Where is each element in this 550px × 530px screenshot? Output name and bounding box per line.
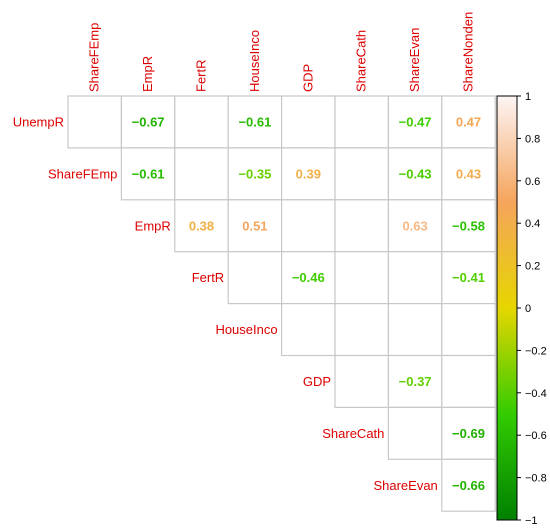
col-label-ShareCath: ShareCath bbox=[354, 30, 369, 92]
axis-labels: UnempR ShareFEmp EmpR FertR HouseInco GDP Shar… bbox=[13, 12, 476, 493]
cell-values: −0.67 −0.61 −0.47 0.47 −0.61 −0.35 0.39 −0.43 0.… bbox=[132, 114, 485, 492]
cell-r1-c6 bbox=[387, 147, 443, 201]
cell-r5-c7 bbox=[441, 354, 496, 409]
row-label-ShareCath: ShareCath bbox=[322, 426, 384, 441]
colorbar-tick-label: −1 bbox=[525, 515, 538, 527]
cell-r5-c6 bbox=[387, 354, 443, 409]
colorbar-tick-label: −0.4 bbox=[525, 388, 547, 400]
colorbar-tick-label: −0.6 bbox=[525, 430, 547, 442]
cell-r1-c5 bbox=[334, 147, 390, 201]
colorbar: 1 0.8 0.6 0.4 0.2 0 −0.2 −0.4 −0.6 −0.8 −1 bbox=[496, 91, 547, 527]
colorbar-tick-label: 0 bbox=[525, 303, 531, 315]
cell-value-r2-c7: −0.58 bbox=[452, 218, 485, 233]
row-label-ShareFEmp: ShareFEmp bbox=[48, 166, 117, 181]
cell-r3-c5 bbox=[334, 251, 390, 305]
cell-r2-c4 bbox=[281, 199, 336, 253]
row-label-HouseInco: HouseInco bbox=[215, 322, 277, 337]
cell-value-r2-c6: 0.63 bbox=[402, 218, 427, 233]
cell-value-r0-c3: −0.61 bbox=[238, 114, 271, 129]
cell-r0-c1 bbox=[120, 95, 176, 149]
cell-value-r0-c1: −0.67 bbox=[132, 114, 165, 129]
colorbar-tick-label: −0.2 bbox=[525, 345, 547, 357]
colorbar-tick-label: 0.4 bbox=[525, 218, 540, 230]
cell-value-r6-c7: −0.69 bbox=[452, 426, 485, 441]
col-label-ShareFEmp: ShareFEmp bbox=[87, 23, 102, 92]
cell-value-r1-c4: 0.39 bbox=[296, 166, 321, 181]
colorbar-tick-label: 0.6 bbox=[525, 176, 540, 188]
row-label-FertR: FertR bbox=[192, 270, 225, 285]
cell-value-r1-c3: −0.35 bbox=[238, 166, 271, 181]
col-label-GDP: GDP bbox=[300, 64, 315, 92]
colorbar-tick-label: 1 bbox=[525, 91, 531, 103]
cell-r2-c6 bbox=[387, 199, 443, 253]
row-label-GDP: GDP bbox=[303, 374, 331, 389]
cell-value-r1-c6: −0.43 bbox=[399, 166, 432, 181]
cell-value-r5-c6: −0.37 bbox=[399, 374, 432, 389]
row-label-UnempR: UnempR bbox=[13, 114, 64, 129]
cell-r0-c3 bbox=[227, 95, 283, 149]
col-label-EmpR: EmpR bbox=[140, 56, 155, 92]
cell-r6-c6 bbox=[387, 406, 443, 460]
cell-r4-c5 bbox=[334, 303, 390, 357]
col-label-ShareNonden: ShareNonden bbox=[461, 12, 476, 92]
cell-r2-c5 bbox=[334, 199, 390, 253]
cell-r0-c5 bbox=[334, 95, 390, 149]
cell-r0-c7 bbox=[441, 95, 496, 149]
grid bbox=[67, 95, 496, 512]
cell-r4-c6 bbox=[387, 303, 443, 357]
cell-r5-c5 bbox=[334, 354, 390, 409]
cell-value-r0-c7: 0.47 bbox=[456, 114, 481, 129]
cell-r0-c2 bbox=[174, 95, 229, 149]
col-label-HouseInco: HouseInco bbox=[247, 30, 262, 92]
cell-r3-c6 bbox=[387, 251, 443, 305]
cell-r3-c3 bbox=[227, 251, 283, 305]
cell-r2-c2 bbox=[174, 199, 229, 253]
cell-r0-c4 bbox=[281, 95, 336, 149]
cell-r1-c2 bbox=[174, 147, 229, 201]
cell-value-r2-c2: 0.38 bbox=[189, 218, 214, 233]
cell-r4-c7 bbox=[441, 303, 496, 357]
cell-value-r0-c6: −0.47 bbox=[399, 114, 432, 129]
col-label-FertR: FertR bbox=[194, 60, 209, 93]
colorbar-tick-label: −0.8 bbox=[525, 473, 547, 485]
row-label-ShareEvan: ShareEvan bbox=[373, 478, 437, 493]
cell-value-r7-c7: −0.66 bbox=[452, 478, 485, 493]
cell-r3-c4 bbox=[281, 251, 336, 305]
cell-r4-c4 bbox=[281, 303, 336, 357]
colorbar-gradient bbox=[496, 95, 518, 521]
cell-r1-c3 bbox=[227, 147, 283, 201]
cell-value-r1-c7: 0.43 bbox=[456, 166, 481, 181]
cell-r0-c0 bbox=[67, 95, 123, 149]
colorbar-tick-label: 0.2 bbox=[525, 261, 540, 273]
row-label-EmpR: EmpR bbox=[135, 218, 171, 233]
colorbar-tick-label: 0.8 bbox=[525, 133, 540, 145]
cell-value-r1-c1: −0.61 bbox=[132, 166, 165, 181]
cell-value-r2-c3: 0.51 bbox=[242, 218, 267, 233]
cell-r7-c7 bbox=[441, 458, 496, 512]
cell-r6-c7 bbox=[441, 406, 496, 460]
cell-value-r3-c7: −0.41 bbox=[452, 270, 485, 285]
col-label-ShareEvan: ShareEvan bbox=[407, 28, 422, 92]
cell-r1-c1 bbox=[120, 147, 176, 201]
cell-value-r3-c4: −0.46 bbox=[292, 270, 325, 285]
